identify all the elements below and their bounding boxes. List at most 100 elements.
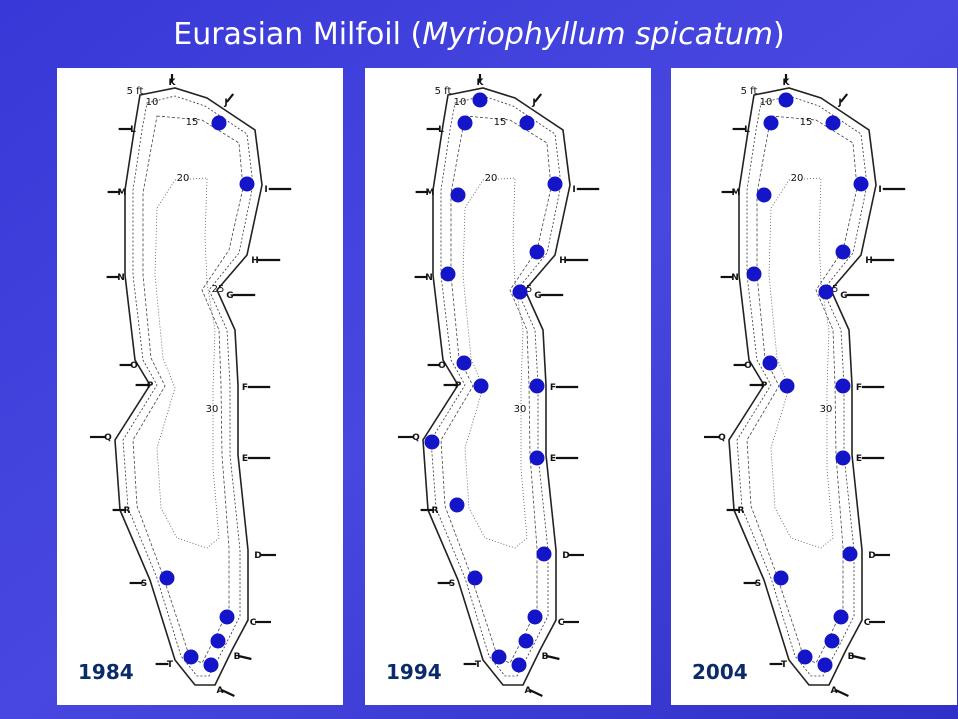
panel-background bbox=[365, 68, 651, 705]
year-label: 1984 bbox=[78, 660, 134, 684]
milfoil-dot bbox=[773, 570, 789, 586]
milfoil-dot bbox=[473, 378, 489, 394]
depth-label: 30 bbox=[820, 404, 833, 415]
station-label: S bbox=[449, 579, 455, 589]
panel-background bbox=[671, 68, 957, 705]
milfoil-dot bbox=[512, 284, 528, 300]
milfoil-dot bbox=[239, 176, 255, 192]
title-text: ) bbox=[773, 17, 785, 52]
station-label: P bbox=[761, 381, 768, 391]
station-label: R bbox=[738, 506, 745, 516]
station-label: F bbox=[856, 383, 862, 393]
station-label: J bbox=[531, 98, 535, 108]
milfoil-dot bbox=[746, 266, 762, 282]
station-label: L bbox=[130, 125, 136, 135]
station-label: E bbox=[856, 454, 862, 464]
depth-label: 10 bbox=[454, 97, 467, 108]
station-label: E bbox=[550, 454, 556, 464]
depth-label: 25 bbox=[212, 284, 225, 295]
station-label: N bbox=[731, 273, 739, 283]
station-label: M bbox=[118, 188, 127, 198]
station-label: O bbox=[130, 361, 138, 371]
station-tick bbox=[839, 93, 849, 103]
station-label: R bbox=[124, 506, 131, 516]
station-label: P bbox=[147, 381, 154, 391]
milfoil-dot bbox=[756, 187, 772, 203]
station-label: T bbox=[475, 660, 482, 670]
depth-label: 5 ft bbox=[127, 86, 144, 97]
milfoil-dot bbox=[511, 657, 527, 673]
milfoil-dot bbox=[797, 649, 813, 665]
milfoil-dot bbox=[778, 92, 794, 108]
station-label: D bbox=[254, 551, 261, 561]
station-label: C bbox=[558, 618, 565, 628]
milfoil-dot bbox=[529, 378, 545, 394]
station-label: F bbox=[242, 383, 248, 393]
station-label: K bbox=[477, 78, 485, 88]
milfoil-dot bbox=[467, 570, 483, 586]
station-label: S bbox=[141, 579, 147, 589]
milfoil-dot bbox=[547, 176, 563, 192]
milfoil-dot bbox=[762, 355, 778, 371]
milfoil-dot bbox=[853, 176, 869, 192]
station-label: D bbox=[868, 551, 875, 561]
station-label: G bbox=[840, 291, 847, 301]
depth-label: 20 bbox=[791, 173, 804, 184]
station-label: J bbox=[837, 98, 841, 108]
milfoil-dot bbox=[817, 657, 833, 673]
depth-label: 10 bbox=[760, 97, 773, 108]
station-tick bbox=[533, 93, 543, 103]
milfoil-dot bbox=[203, 657, 219, 673]
station-tick bbox=[238, 654, 252, 661]
milfoil-dot bbox=[491, 649, 507, 665]
station-tick bbox=[852, 654, 866, 661]
station-label: K bbox=[783, 78, 791, 88]
milfoil-dot bbox=[183, 649, 199, 665]
milfoil-dot bbox=[835, 244, 851, 260]
station-label: Q bbox=[104, 433, 112, 443]
depth-label: 15 bbox=[494, 117, 507, 128]
milfoil-dot bbox=[159, 570, 175, 586]
milfoil-dot bbox=[842, 546, 858, 562]
depth-label: 30 bbox=[206, 404, 219, 415]
depth-label: 20 bbox=[485, 173, 498, 184]
station-label: O bbox=[438, 361, 446, 371]
station-tick bbox=[529, 689, 543, 697]
year-label: 1994 bbox=[386, 660, 442, 684]
slide-title: Eurasian Milfoil (Myriophyllum spicatum) bbox=[173, 17, 785, 52]
milfoil-dot bbox=[424, 434, 440, 450]
milfoil-dot bbox=[536, 546, 552, 562]
station-label: P bbox=[455, 381, 462, 391]
station-label: G bbox=[534, 291, 541, 301]
station-label: I bbox=[572, 185, 575, 195]
station-label: D bbox=[562, 551, 569, 561]
title-text: Eurasian Milfoil ( bbox=[173, 17, 422, 52]
station-label: T bbox=[781, 660, 788, 670]
station-label: Q bbox=[718, 433, 726, 443]
milfoil-dot bbox=[825, 115, 841, 131]
station-label: A bbox=[831, 686, 838, 696]
milfoil-dot bbox=[529, 450, 545, 466]
depth-label: 20 bbox=[177, 173, 190, 184]
depth-label: 5 ft bbox=[741, 86, 758, 97]
station-tick bbox=[221, 689, 235, 697]
station-label: F bbox=[550, 383, 556, 393]
milfoil-dot bbox=[210, 633, 226, 649]
station-label: C bbox=[250, 618, 257, 628]
station-label: G bbox=[226, 291, 233, 301]
station-label: T bbox=[167, 660, 174, 670]
milfoil-dot bbox=[529, 244, 545, 260]
milfoil-dot bbox=[219, 609, 235, 625]
station-tick bbox=[835, 689, 849, 697]
milfoil-dot bbox=[519, 115, 535, 131]
station-label: E bbox=[242, 454, 248, 464]
milfoil-dot bbox=[456, 355, 472, 371]
title-italic: Myriophyllum spicatum bbox=[422, 17, 773, 52]
station-label: M bbox=[732, 188, 741, 198]
depth-label: 10 bbox=[146, 97, 159, 108]
depth-label: 30 bbox=[514, 404, 527, 415]
